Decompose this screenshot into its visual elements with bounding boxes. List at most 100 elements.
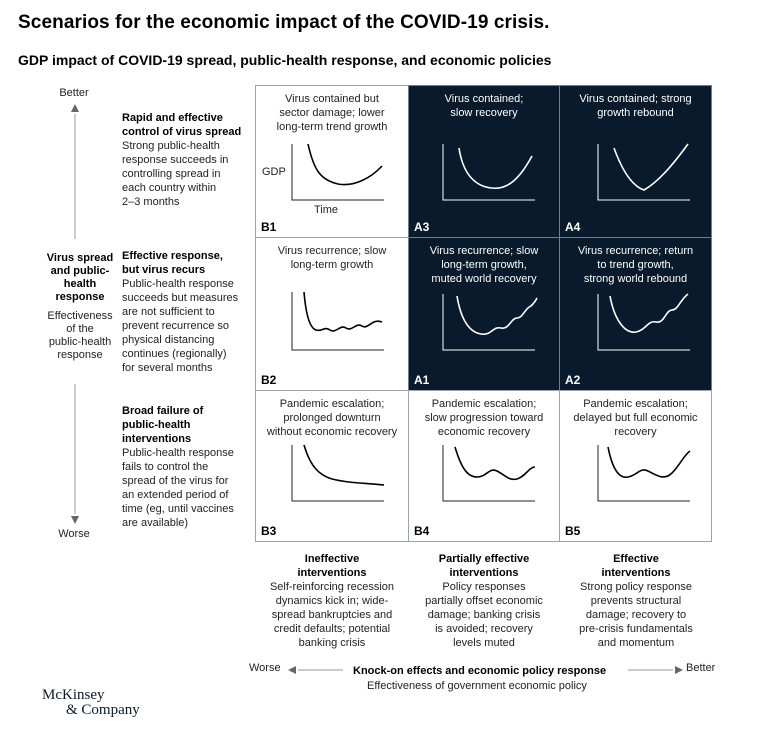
column-heading-line: Partially effective <box>438 553 530 565</box>
row-body-line: prevent recurrence so <box>122 320 229 332</box>
cell-text-line: Virus recurrence; slow <box>429 245 539 257</box>
row-heading-line: Rapid and effective <box>122 112 223 124</box>
y-axis-arrow-icon <box>71 104 79 524</box>
cell-text-line: Virus recurrence; return <box>577 245 694 257</box>
x-axis-label: Knock-on effects and economic policy res… <box>353 665 607 677</box>
y-axis-label-line: response <box>55 291 105 303</box>
cell-text-line: Virus contained; strong <box>579 93 692 105</box>
scenario-cell-a1: Virus recurrence; slow long-term growth,… <box>408 237 560 391</box>
y-axis-sublabel-line: response <box>57 349 103 361</box>
cell-text-line: without economic recovery <box>266 426 398 438</box>
row-body-line: succeeds but measures <box>122 292 239 304</box>
y-axis-bottom-label: Worse <box>58 528 90 540</box>
row-heading-line: Broad failure of <box>122 405 204 417</box>
x-axis-arrow-icon <box>288 666 683 674</box>
column-body-line: credit defaults; potential <box>273 623 391 635</box>
scenario-id-b1: B1 <box>261 220 277 234</box>
cell-text-line: growth rebound <box>597 107 674 119</box>
column-body-line: partially offset economic <box>425 595 543 607</box>
cell-text-line: long-term trend growth <box>276 121 388 133</box>
row-body-line: Public-health response <box>122 278 234 290</box>
column-body-line: is avoided; recovery <box>435 623 533 635</box>
gdp-curve-b2 <box>291 291 384 351</box>
row-heading-line: public-health <box>122 419 191 431</box>
cell-text-line: prolonged downturn <box>283 412 381 424</box>
scenario-cell-b1: Virus contained but sector damage; lower… <box>255 85 409 238</box>
gdp-curve-b4 <box>442 445 536 502</box>
x-axis-right-label: Better <box>686 662 716 674</box>
cell-text-line: recovery <box>614 426 657 438</box>
column-description-3: Effective interventions Strong policy re… <box>562 552 710 650</box>
cell-text-line: Pandemic escalation; <box>279 398 385 410</box>
column-body-line: spread bankruptcies and <box>271 609 393 621</box>
row-description-2: Effective response, but virus recurs Pub… <box>122 249 250 375</box>
row-body-line: time (eg, until vaccines <box>122 503 234 515</box>
scenario-cell-a4: Virus contained; strong growth rebound A… <box>559 85 712 238</box>
cell-text-line: Virus contained but <box>285 93 379 105</box>
cell-text-line: strong world rebound <box>583 273 688 285</box>
cell-text-line: sector damage; lower <box>279 107 385 119</box>
row-body-line: Public-health response <box>122 447 234 459</box>
column-body-line: damage; banking crisis <box>427 609 541 621</box>
logo-line: McKinsey <box>42 687 105 703</box>
cell-text-line: to trend growth, <box>597 259 674 271</box>
cell-text-line: economic recovery <box>437 426 531 438</box>
column-body-line: and momentum <box>597 637 675 649</box>
cell-text-line: Virus recurrence; slow <box>277 245 387 257</box>
row-body-line: are not sufficient to <box>122 306 215 318</box>
row-body-line: response succeeds in <box>122 154 229 166</box>
column-heading-line: Effective <box>613 553 659 565</box>
y-axis-sublabel-line: of the <box>66 323 94 335</box>
mckinsey-logo: McKinsey & Company <box>42 688 140 718</box>
column-body-line: dynamics kick in; wide- <box>275 595 389 607</box>
gdp-curve-a3 <box>442 144 535 201</box>
scenario-id-a1: A1 <box>414 373 430 387</box>
scenario-cell-b5: Pandemic escalation; delayed but full ec… <box>559 390 712 542</box>
column-heading-line: interventions <box>297 567 367 579</box>
column-body-line: levels muted <box>453 637 515 649</box>
cell-text-line: Virus contained; <box>444 93 524 105</box>
time-axis-label: Time <box>314 204 339 216</box>
row-body-line: spread of the virus for <box>122 475 229 487</box>
column-heading-line: interventions <box>449 567 519 579</box>
scenario-cell-a2: Virus recurrence; return to trend growth… <box>559 237 712 391</box>
row-heading-line: interventions <box>122 433 192 445</box>
row-body-line: controlling spread in <box>122 168 221 180</box>
scenario-id-b2: B2 <box>261 373 277 387</box>
gdp-curve-b1 <box>291 143 384 201</box>
column-description-2: Partially effective interventions Policy… <box>410 552 558 650</box>
scenario-cell-b4: Pandemic escalation; slow progression to… <box>408 390 560 542</box>
row-body-line: continues (regionally) <box>122 348 227 360</box>
x-axis-left-label: Worse <box>249 662 281 674</box>
scenario-id-a2: A2 <box>565 373 581 387</box>
chart-title: Scenarios for the economic impact of the… <box>18 12 550 33</box>
column-body-line: Strong policy response <box>580 581 692 593</box>
row-body-line: are available) <box>122 517 189 529</box>
column-description-1: Ineffective interventions Self-reinforci… <box>258 552 406 650</box>
column-body-line: Policy responses <box>442 581 526 593</box>
cell-text-line: long-term growth <box>290 259 374 271</box>
y-axis-label-line: Virus spread <box>46 252 114 264</box>
row-body-line: 2–3 months <box>122 196 180 208</box>
gdp-curve-a2 <box>597 293 690 351</box>
column-heading-line: Ineffective <box>304 553 360 565</box>
y-axis-label-line: health <box>63 278 97 290</box>
column-body-line: Self-reinforcing recession <box>269 581 395 593</box>
row-body-line: for several months <box>122 362 213 374</box>
y-axis-sublabel-line: public-health <box>48 336 112 348</box>
cell-text-line: Pandemic escalation; <box>431 398 537 410</box>
cell-text-line: delayed but full economic <box>573 412 698 424</box>
gdp-curve-a4 <box>597 143 690 201</box>
y-axis-top-label: Better <box>59 87 89 99</box>
scenario-id-a3: A3 <box>414 220 430 234</box>
scenario-id-b5: B5 <box>565 524 581 538</box>
row-heading-line: control of virus spread <box>122 126 242 138</box>
scenario-cell-a3: Virus contained; slow recovery A3 <box>408 85 560 238</box>
chart-subtitle: GDP impact of COVID-19 spread, public-he… <box>18 52 552 68</box>
column-body-line: pre-crisis fundamentals <box>579 623 693 635</box>
row-body-line: each country within <box>122 182 217 194</box>
row-body-line: fails to control the <box>122 461 209 473</box>
scenario-id-b3: B3 <box>261 524 277 538</box>
column-body-line: damage; recovery to <box>585 609 687 621</box>
cell-text-line: slow recovery <box>450 107 518 119</box>
